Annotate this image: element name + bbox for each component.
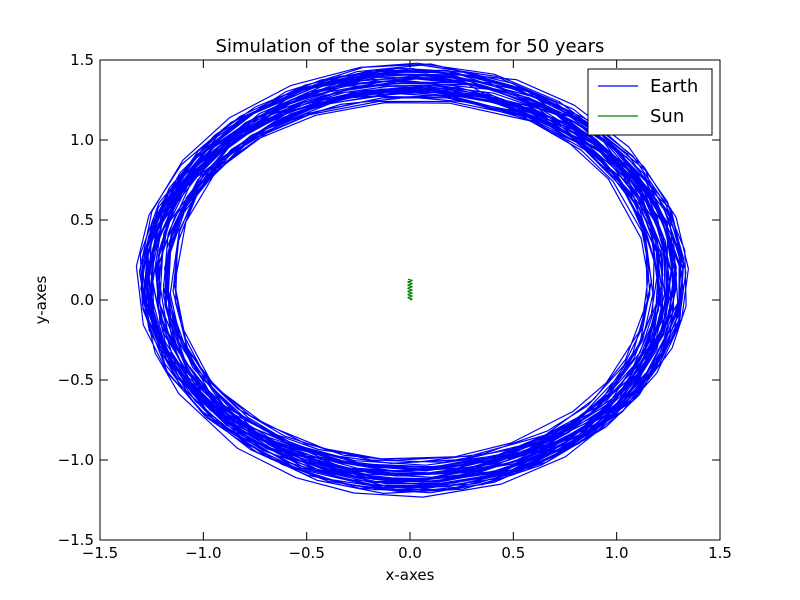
y-tick-label: 0.0 (70, 291, 94, 309)
plot-area (99, 59, 721, 541)
y-tick-label: 1.0 (70, 131, 94, 149)
x-tick-label: 1.5 (708, 544, 732, 562)
x-tick-label: 0.0 (398, 544, 422, 562)
y-axis-ticks: −1.5 −1.0 −0.5 0.0 0.5 1.0 1.5 (58, 51, 720, 549)
chart-title: Simulation of the solar system for 50 ye… (216, 36, 605, 57)
x-axis-label: x-axes (386, 566, 435, 584)
y-tick-label: 1.5 (70, 51, 94, 69)
chart-legend: Earth Sun (587, 68, 713, 136)
x-tick-label: −1.0 (185, 544, 221, 562)
legend-label-sun: Sun (650, 106, 684, 127)
legend-box (587, 68, 713, 136)
y-axis-label: y-axes (32, 275, 50, 324)
series-sun (407, 278, 414, 301)
y-tick-label: −0.5 (58, 371, 94, 389)
x-tick-label: −1.5 (82, 544, 118, 562)
x-tick-label: −0.5 (288, 544, 324, 562)
series-earth (135, 62, 690, 498)
legend-label-earth: Earth (650, 76, 698, 97)
earth-orbit-line (135, 62, 690, 498)
y-tick-label: −1.0 (58, 451, 94, 469)
x-axis-ticks: −1.5 −1.0 −0.5 0.0 0.5 1.0 1.5 (82, 60, 732, 562)
y-tick-label: −1.5 (58, 531, 94, 549)
x-tick-label: 0.5 (501, 544, 525, 562)
x-tick-label: 1.0 (605, 544, 629, 562)
y-tick-label: 0.5 (70, 211, 94, 229)
sun-trace-line (407, 278, 414, 301)
